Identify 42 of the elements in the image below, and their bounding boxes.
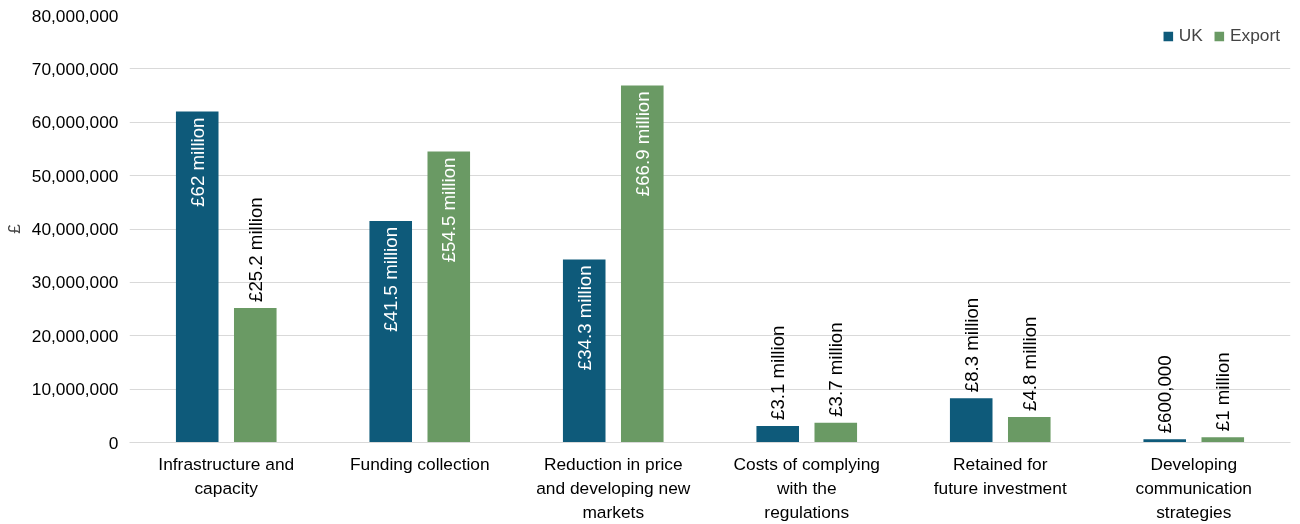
data-label: £8.3 million (960, 297, 982, 393)
bar (1143, 439, 1187, 443)
data-label: £66.9 million (631, 91, 653, 197)
y-tick-label: 0 (108, 432, 119, 453)
data-label: £41.5 million (380, 226, 402, 332)
x-tick-label: Infrastructure and capacity (158, 453, 295, 498)
bar (562, 259, 606, 443)
bar (949, 398, 993, 443)
y-tick-label: 20,000,000 (31, 325, 119, 346)
y-tick-label: 80,000,000 (31, 5, 119, 26)
y-tick-label: 40,000,000 (31, 219, 119, 239)
bar (756, 425, 800, 443)
y-tick-label: 60,000,000 (31, 112, 119, 133)
data-label: £62 million (186, 117, 208, 207)
y-tick-label: 30,000,000 (31, 272, 119, 293)
x-tick-label: Costs of complying with the regulations (733, 453, 880, 522)
legend-label: UK (1178, 25, 1203, 46)
y-tick-label: 10,000,000 (31, 379, 119, 400)
legend-label: Export (1229, 25, 1280, 46)
bar (175, 111, 219, 443)
bar (1007, 416, 1051, 443)
data-label: £34.3 million (573, 265, 595, 371)
y-tick-label: 70,000,000 (31, 58, 119, 79)
bar (233, 307, 277, 443)
data-label: £600,000 (1154, 355, 1176, 434)
data-label: £3.1 million (767, 325, 789, 420)
bar (620, 85, 664, 443)
x-tick-label: Reduction in price and developing new markets (536, 453, 691, 522)
data-label: £54.5 million (438, 157, 460, 263)
bar (369, 220, 413, 443)
data-label: £25.2 million (244, 197, 266, 302)
bar (427, 151, 471, 443)
bar (1201, 437, 1245, 443)
data-label: £3.7 million (825, 322, 847, 417)
x-tick-label: Developing communication strategies (1135, 453, 1253, 522)
data-label: £1 million (1212, 352, 1234, 432)
data-label: £4.8 million (1018, 316, 1040, 411)
y-axis-title: £ (3, 223, 24, 234)
x-tick-label: Retained for future investment (933, 453, 1067, 498)
x-tick-label: Funding collection (349, 453, 490, 474)
bar (814, 422, 858, 443)
y-tick-label: 50,000,000 (31, 165, 119, 186)
